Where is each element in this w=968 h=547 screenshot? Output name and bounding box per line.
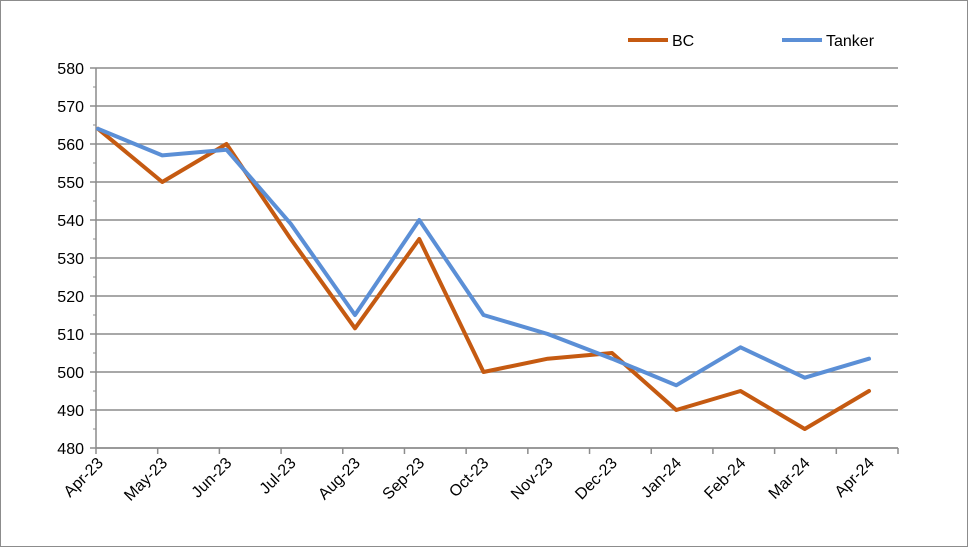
x-tick-label: May-23: [121, 455, 171, 505]
gridlines: [96, 67, 898, 449]
y-tick-label: 550: [57, 175, 84, 192]
x-tick-label: Jun-23: [189, 455, 236, 502]
x-tick-label: Aug-23: [315, 455, 364, 504]
y-tick-label: 580: [57, 61, 84, 78]
y-tick-label: 480: [57, 441, 84, 458]
x-tick-label: Sep-23: [380, 455, 429, 504]
y-tick-label: 540: [57, 213, 84, 230]
x-tick-label: Apr-24: [832, 455, 878, 501]
x-tick-label: Feb-24: [701, 455, 749, 503]
y-tick-label: 520: [57, 289, 84, 306]
x-tick-label: Nov-23: [508, 455, 557, 504]
x-tick-label: Dec-23: [572, 455, 621, 504]
y-tick-label: 510: [57, 327, 84, 344]
legend-label-bc: BC: [672, 33, 694, 50]
y-tick-label: 530: [57, 251, 84, 268]
y-tick-label: 570: [57, 99, 84, 116]
x-tick-label: Mar-24: [766, 455, 814, 503]
y-tick-label: 560: [57, 137, 84, 154]
y-axis-ticks: 480 490 500 510 520 530 540 550 560 570 580: [57, 61, 96, 458]
legend: BC Tanker: [628, 33, 875, 50]
x-tick-label: Jul-23: [257, 455, 300, 498]
legend-label-tanker: Tanker: [826, 33, 875, 50]
series-line-bc: [96, 126, 871, 431]
x-tick-label: Apr-23: [61, 455, 107, 501]
x-tick-label: Oct-23: [446, 455, 492, 501]
y-tick-label: 490: [57, 403, 84, 420]
y-tick-label: 500: [57, 365, 84, 382]
series-line-tanker: [96, 126, 871, 388]
series-lines: [96, 126, 871, 431]
x-tick-label: Jan-24: [638, 455, 685, 502]
x-axis-ticks: Apr-23 May-23 Jun-23 Jul-23 Aug-23 Sep-23 Oct-…: [61, 448, 899, 505]
